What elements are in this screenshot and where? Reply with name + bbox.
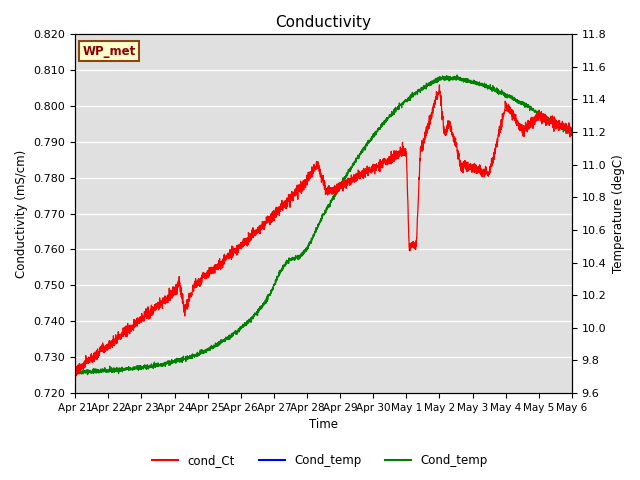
Text: WP_met: WP_met [83,45,136,58]
Y-axis label: Conductivity (mS/cm): Conductivity (mS/cm) [15,149,28,277]
X-axis label: Time: Time [309,419,338,432]
Y-axis label: Temperature (degC): Temperature (degC) [612,154,625,273]
Title: Conductivity: Conductivity [276,15,372,30]
Legend: cond_Ct, Cond_temp, Cond_temp: cond_Ct, Cond_temp, Cond_temp [148,449,492,472]
